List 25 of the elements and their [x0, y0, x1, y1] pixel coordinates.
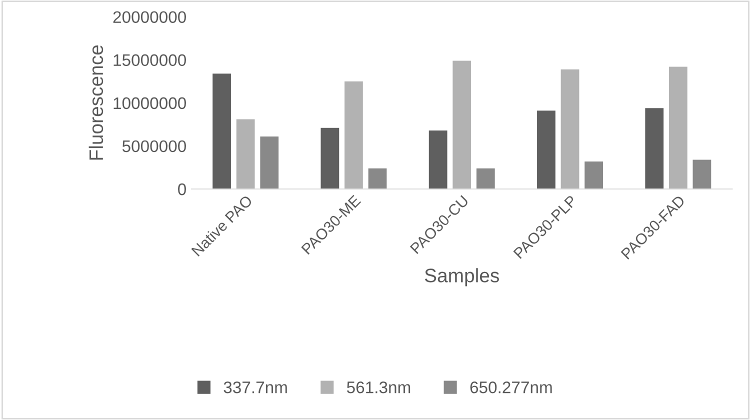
y-tick-label: 5000000	[122, 140, 186, 152]
bar	[452, 60, 472, 189]
bar	[584, 161, 603, 189]
bar	[560, 69, 580, 189]
bar	[344, 81, 363, 189]
y-axis-title: Fluorescence	[88, 45, 104, 160]
y-tick-label: 0	[178, 183, 186, 196]
x-axis-title: Samples	[424, 268, 499, 286]
legend-label: 337.7nm	[224, 382, 287, 394]
bar	[236, 119, 255, 189]
bar	[476, 168, 495, 189]
bar	[320, 128, 340, 189]
bar	[428, 130, 448, 189]
y-tick-label: 15000000	[114, 54, 186, 66]
bar	[692, 160, 712, 189]
legend-label: 650.277nm	[470, 382, 552, 394]
bar	[368, 168, 387, 189]
bar	[260, 136, 279, 189]
y-tick-label: 10000000	[114, 97, 186, 110]
bar	[212, 74, 231, 189]
legend-label: 561.3nm	[346, 382, 410, 394]
y-tick-label: 20000000	[113, 11, 186, 24]
bar	[537, 110, 556, 189]
bar	[668, 66, 688, 189]
bar	[645, 108, 664, 189]
